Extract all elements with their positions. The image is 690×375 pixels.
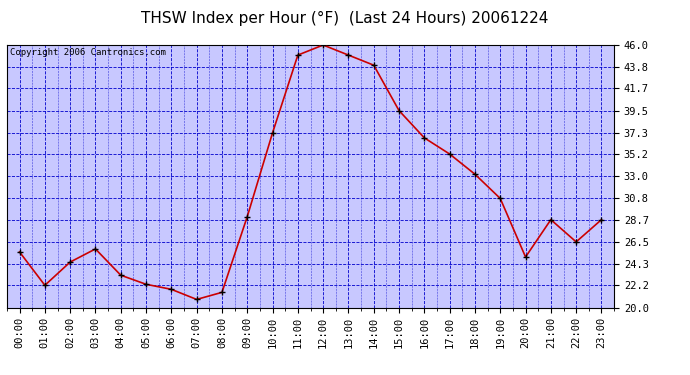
- Text: Copyright 2006 Cantronics.com: Copyright 2006 Cantronics.com: [10, 48, 166, 57]
- Text: THSW Index per Hour (°F)  (Last 24 Hours) 20061224: THSW Index per Hour (°F) (Last 24 Hours)…: [141, 11, 549, 26]
